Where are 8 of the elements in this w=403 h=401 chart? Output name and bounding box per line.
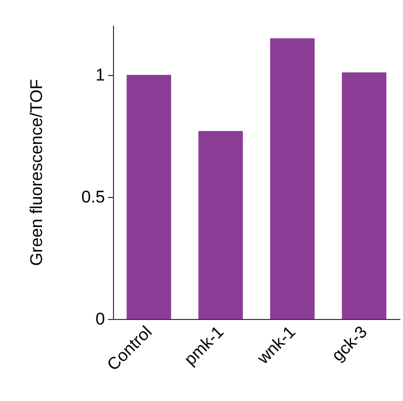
bar — [342, 72, 386, 319]
y-tick-label: 0.5 — [81, 187, 105, 206]
y-axis-title: Green fluorescence/TOF — [27, 79, 46, 266]
bar — [270, 38, 315, 319]
y-tick-label: 0 — [96, 310, 105, 328]
bar — [198, 130, 243, 319]
y-tick-label: 1 — [96, 65, 105, 84]
bar — [126, 74, 172, 319]
